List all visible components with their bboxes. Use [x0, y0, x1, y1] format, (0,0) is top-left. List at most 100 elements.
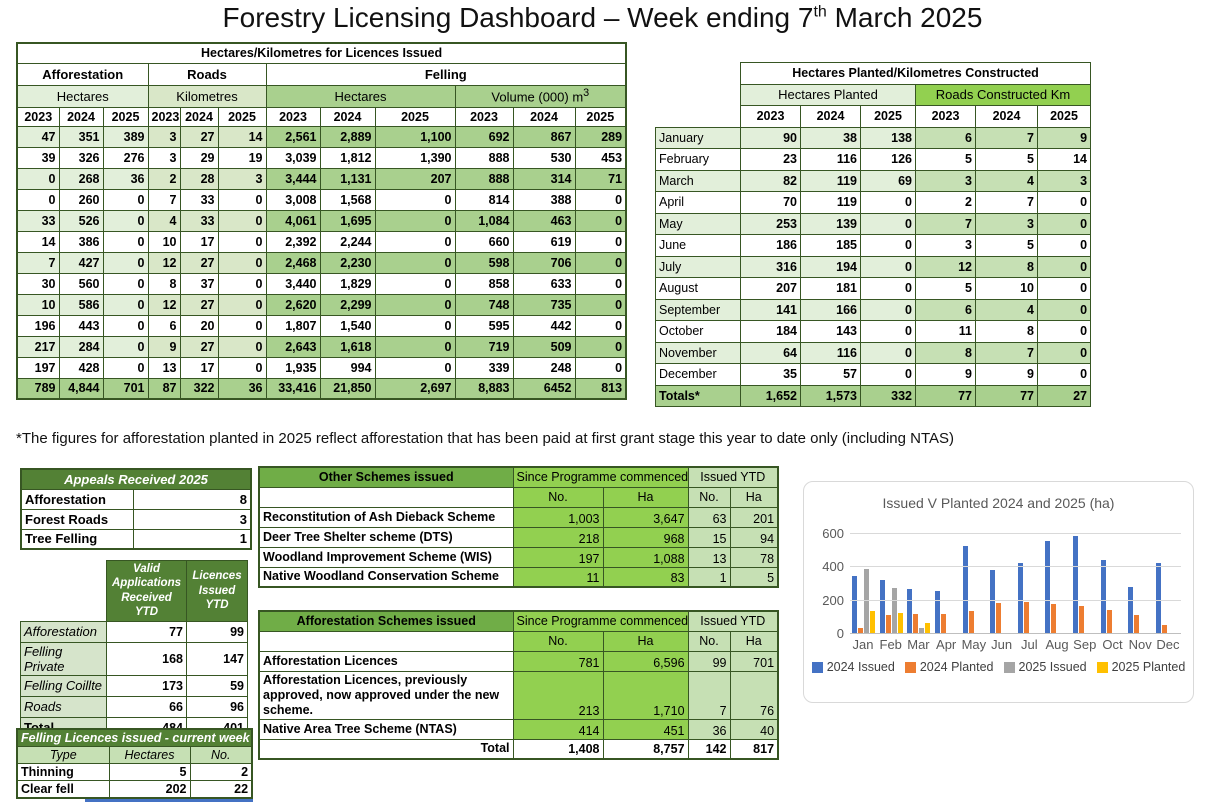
aff-schemes-title: Afforestation Schemes issued — [258, 610, 514, 632]
col-header-hectares: Hectares — [108, 746, 191, 764]
bar — [925, 622, 931, 634]
valid-header-row: Valid Applications Received YTD Licences… — [21, 560, 248, 622]
aff-schemes-subheader-row: No. Ha No. Ha — [258, 630, 779, 652]
value-cell: 858 — [454, 272, 514, 295]
value-cell: 0 — [102, 209, 149, 232]
value-cell: 0 — [1036, 341, 1092, 364]
value-cell: 0 — [217, 188, 267, 211]
value-cell: 0 — [102, 272, 149, 295]
value-cell: 201 — [729, 506, 779, 528]
legend-swatch — [811, 661, 823, 673]
licences-years-row: 2023 2024 2025 2023 2024 2025 2023 2024 … — [16, 106, 627, 127]
value-cell: 0 — [860, 191, 916, 214]
category-label: Felling Coillte — [20, 674, 107, 697]
appeals-table-body: Afforestation 8 Forest Roads 3 Tree Felling 1 — [20, 488, 252, 550]
x-axis-label: Aug — [1045, 637, 1069, 652]
planted-month-row: February 23 116 126 5 5 14 — [655, 148, 1092, 171]
value-cell: 64 — [740, 341, 801, 364]
chart-plot-area: 0 200 400 600 — [822, 521, 1181, 641]
value-cell: 260 — [58, 188, 104, 211]
value-cell: 6 — [915, 126, 976, 149]
value-cell: 719 — [454, 335, 514, 358]
value-cell: 196 — [16, 314, 60, 337]
value-cell: 138 — [860, 126, 916, 149]
value-cell: 0 — [860, 363, 916, 386]
x-axis-label: Oct — [1102, 637, 1123, 652]
year-header: 2024 — [319, 106, 376, 127]
x-axis-label: May — [961, 637, 987, 652]
y-axis-label: 600 — [822, 526, 844, 541]
spacer-cell — [656, 84, 741, 106]
value-cell: 268 — [58, 167, 104, 190]
value-cell: 119 — [800, 191, 861, 214]
value-cell: 0 — [217, 356, 267, 379]
value-cell: 1,618 — [319, 335, 376, 358]
gridline — [850, 566, 1181, 568]
valid-apps-header: Valid Applications Received YTD — [106, 560, 187, 622]
appeal-type-label: Forest Roads — [20, 508, 134, 530]
spacer-cell — [21, 561, 107, 622]
value-cell: 27 — [179, 251, 219, 274]
value-cell: 314 — [512, 167, 576, 190]
value-cell: 12 — [147, 251, 181, 274]
felling-week-row: Clear fell 202 22 — [16, 780, 253, 799]
bar — [968, 610, 974, 634]
value-cell: 0 — [1036, 320, 1092, 343]
value-cell: 0 — [574, 314, 627, 337]
felling-week-header-row: Type Hectares No. — [16, 746, 253, 764]
value-cell: 47 — [16, 125, 60, 148]
valid-apps-row: Felling Private 168 147 — [20, 641, 248, 676]
value-cell: 2,889 — [319, 125, 376, 148]
value-cell: 0 — [374, 293, 456, 316]
valid-apps-row: Roads 66 96 — [20, 695, 248, 718]
appeal-count: 8 — [132, 488, 252, 510]
total-cell: 789 — [16, 377, 60, 400]
other-schemes-table: Other Schemes issued Since Programme com… — [258, 466, 780, 588]
value-cell: 1,084 — [454, 209, 514, 232]
value-cell: 12 — [915, 255, 976, 278]
other-schemes-body: Reconstitution of Ash Dieback Scheme 1,00… — [258, 506, 779, 588]
value-cell: 173 — [106, 674, 187, 697]
value-cell: 1,807 — [265, 314, 321, 337]
value-cell: 706 — [512, 251, 576, 274]
value-cell: 0 — [102, 335, 149, 358]
value-cell: 428 — [58, 356, 104, 379]
total-label: Total — [258, 738, 514, 760]
value-cell: 0 — [574, 188, 627, 211]
value-cell: 11 — [915, 320, 976, 343]
value-cell: 99 — [687, 650, 731, 672]
month-label: May — [655, 212, 741, 235]
value-cell: 1,131 — [319, 167, 376, 190]
planted-month-row: November 64 116 0 8 7 0 — [655, 341, 1092, 364]
total-cell: 8,757 — [602, 738, 689, 760]
value-cell: 94 — [729, 526, 779, 548]
value-cell: 0 — [574, 209, 627, 232]
value-cell: 141 — [740, 298, 801, 321]
month-label: February — [655, 148, 741, 171]
legend-swatch — [904, 661, 916, 673]
value-cell: 0 — [860, 320, 916, 343]
value-cell: 7 — [975, 126, 1038, 149]
value-cell: 0 — [16, 188, 60, 211]
value-cell: 248 — [512, 356, 576, 379]
total-cell: 21,850 — [319, 377, 376, 400]
year-header: 2024 — [58, 106, 104, 127]
licences-issued-table: Hectares/Kilometres for Licences Issued … — [16, 42, 628, 400]
value-cell: 2 — [915, 191, 976, 214]
subheader-no: No. — [512, 630, 604, 652]
value-cell: 619 — [512, 230, 576, 253]
measure-header-felling-hectares: Hectares — [265, 84, 456, 108]
bar-group-jun — [990, 521, 1013, 634]
planted-table-title: Hectares Planted/Kilometres Constructed — [739, 62, 1092, 85]
value-cell: 99 — [186, 620, 248, 643]
licences-data-row: 33 526 0 4 33 0 4,061 1,695 0 1,084 463 0 — [16, 209, 627, 232]
group-header-afforestation: Afforestation — [16, 62, 149, 86]
value-cell: 22 — [189, 780, 253, 799]
licences-data-row: 39 326 276 3 29 19 3,039 1,812 1,390 888 530 453 — [16, 146, 627, 169]
value-cell: 0 — [102, 314, 149, 337]
value-cell: 213 — [512, 670, 604, 720]
value-cell: 463 — [512, 209, 576, 232]
subheader-no: No. — [687, 630, 731, 652]
licences-data-row: 0 260 0 7 33 0 3,008 1,568 0 814 388 0 — [16, 188, 627, 211]
month-label: April — [655, 191, 741, 214]
